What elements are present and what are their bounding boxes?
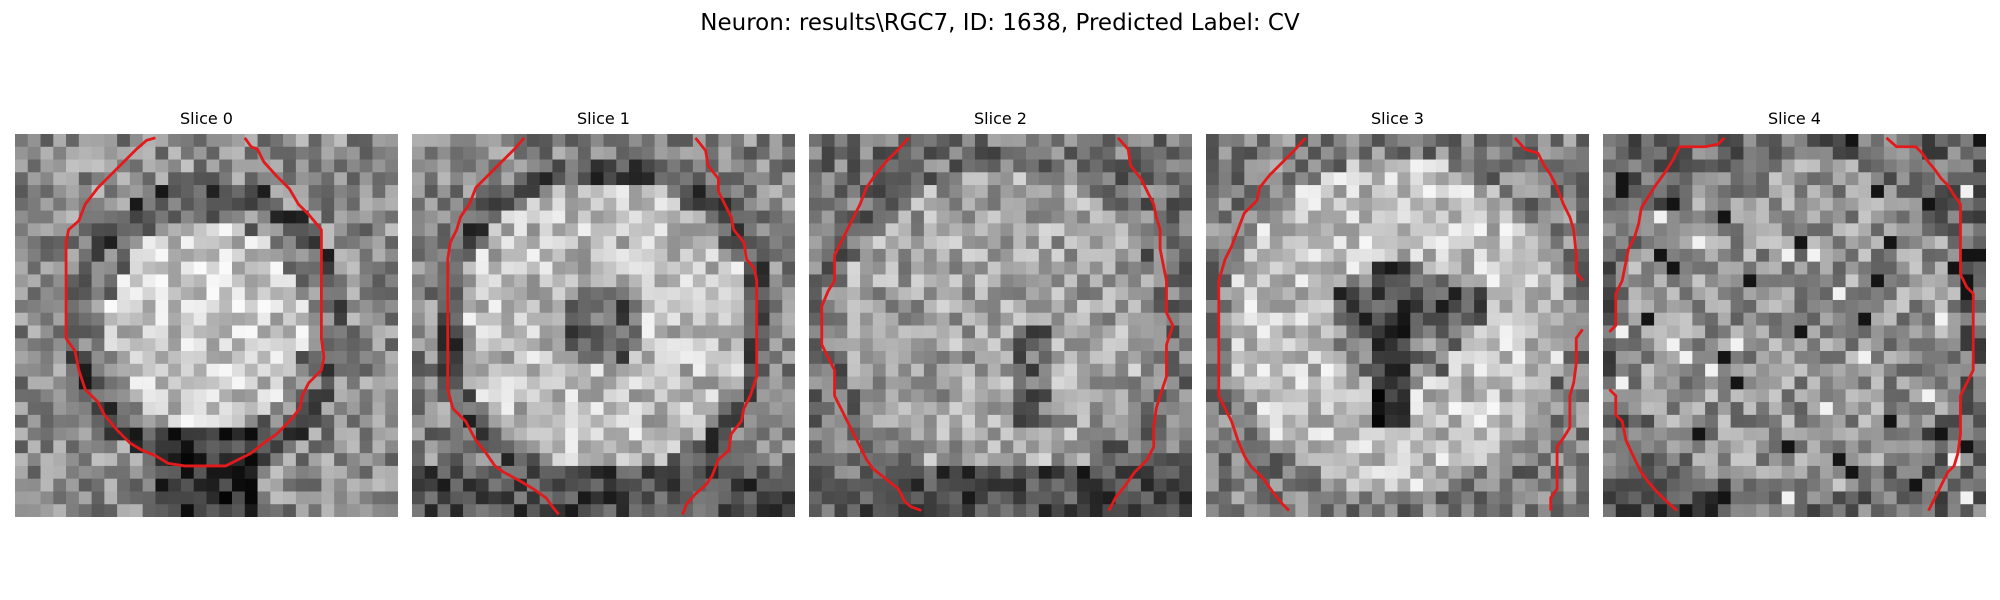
slice-image [15,134,398,517]
contour-line [820,136,922,512]
contour-line [446,136,560,516]
slice-title: Slice 2 [974,109,1027,128]
slice-title: Slice 0 [180,109,233,128]
contour-line [1107,136,1175,512]
contour-line [1513,136,1584,282]
contour-line [1608,388,1678,512]
contour-line [1217,136,1307,512]
slice-panel-4: Slice 4 [1603,108,1986,518]
slice-panel-0: Slice 0 [15,108,398,518]
contour-line [1885,136,1975,512]
slice-image [1206,134,1589,517]
slice-image [412,134,795,517]
contour-line [681,136,759,515]
slice-image [809,134,1192,517]
slice-title: Slice 1 [577,109,630,128]
slice-title: Slice 4 [1768,109,1821,128]
contour-line [1608,136,1726,333]
contour-line [64,136,326,468]
slice-title: Slice 3 [1371,109,1424,128]
slice-panel-3: Slice 3 [1206,108,1589,518]
slice-panel-1: Slice 1 [412,108,795,518]
slice-panel-2: Slice 2 [809,108,1192,518]
figure-title: Neuron: results\RGC7, ID: 1638, Predicte… [700,10,1300,36]
contour-line [1549,328,1584,511]
slice-image [1603,134,1986,517]
